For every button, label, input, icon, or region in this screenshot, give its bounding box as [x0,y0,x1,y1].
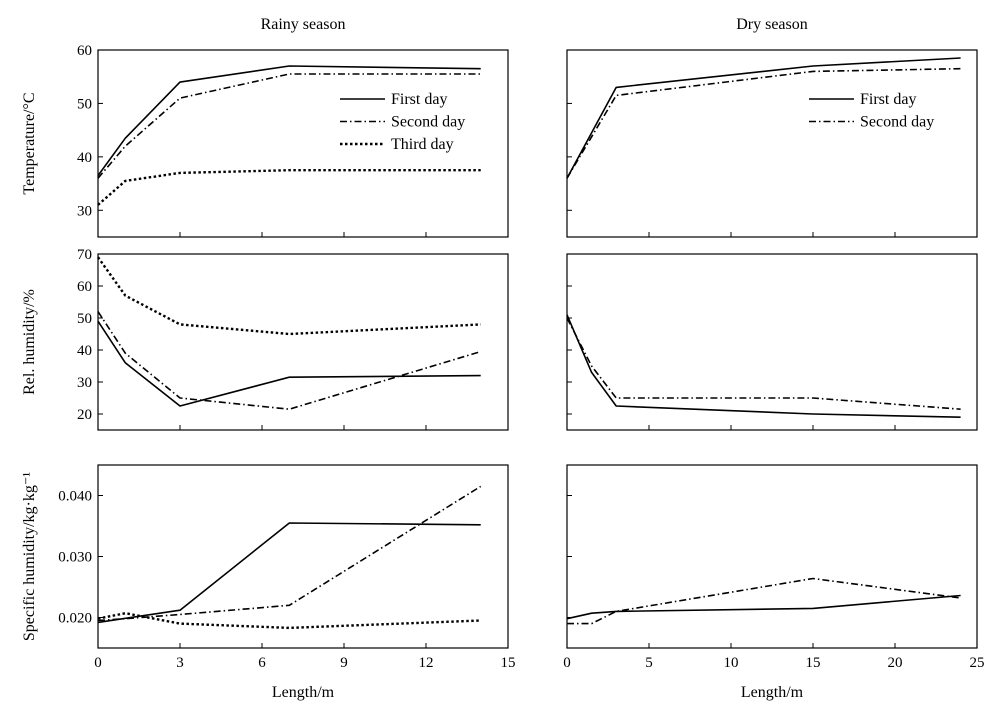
x-tick-label: 0 [94,655,102,671]
y-tick-label: 40 [77,343,92,359]
legend-label: Third day [391,136,454,153]
series-line-third-day [97,612,481,630]
panel-dry-rh [566,253,978,431]
y-tick-label: 40 [77,150,92,166]
y-tick-label: 60 [77,43,92,59]
x-tick-label: 25 [970,655,985,671]
x-tick-label: 15 [501,655,516,671]
series-line-first-day [566,314,961,418]
x-axis-label-rainy: Length/m [272,684,335,701]
y-tick-label: 60 [77,279,92,295]
y-tick-label: 30 [77,203,92,219]
plot-frame [97,49,509,238]
x-tick-label: 0 [563,655,571,671]
panel-rainy-rh: 20 30 40 50 60 70 [77,247,509,431]
series-line-second-day [567,577,961,625]
series-line-second-day [566,317,961,410]
plot-frame [97,253,509,431]
plot-frame [566,253,978,431]
x-axis-label-dry: Length/m [741,684,804,701]
series-line-first-day [97,65,481,177]
y-tick-label: 30 [77,375,92,391]
y-axis-label-temp: Temperature/°C [21,92,38,194]
legend: First day Second day Third day [340,91,465,153]
panel-dry-temp: First day Second day [566,49,978,238]
series-line-first-day [566,594,961,620]
y-tick-label: 50 [77,96,92,112]
series-line-second-day [97,311,481,411]
y-axis-label-rh: Rel. humidity/% [21,289,38,395]
legend-label: Second day [391,114,465,131]
series-line-third-day [97,256,481,336]
legend: First day Second day [809,91,934,131]
series-line-first-day [97,522,481,624]
y-tick-label: 0.020 [58,611,92,627]
legend-label: Second day [860,114,934,131]
series-line-second-day [97,73,481,179]
x-tick-label: 15 [806,655,821,671]
series-line-third-day [97,168,481,206]
x-tick-label: 10 [724,655,739,671]
plot-frame [97,464,509,649]
y-axis-label-sh: Specific humidity/kg·kg⁻¹ [21,472,38,641]
series-line-first-day [566,57,961,179]
x-tick-label: 6 [258,655,266,671]
column-title-dry: Dry season [736,16,808,33]
legend-label: First day [860,91,916,108]
y-tick-label: 50 [77,311,92,327]
y-tick-label: 20 [77,407,92,423]
legend-label: First day [391,91,447,108]
series-line-second-day [97,485,482,622]
panel-dry-sh: 0 5 10 15 20 25 [563,464,985,671]
y-tick-label: 0.030 [58,550,92,566]
panel-rainy-sh: 0.020 0.030 0.040 0 3 6 9 12 15 [58,464,516,671]
x-tick-label: 20 [888,655,903,671]
plot-frame [566,464,978,649]
x-tick-label: 9 [340,655,348,671]
column-title-rainy: Rainy season [261,16,346,33]
series-line-second-day [566,67,961,179]
plot-frame [566,49,978,238]
panel-rainy-temp: 30 40 50 60 First day Second day Third day [77,43,509,238]
x-tick-label: 12 [419,655,434,671]
y-tick-label: 70 [77,247,92,263]
x-tick-label: 5 [645,655,653,671]
x-tick-label: 3 [176,655,184,671]
series-line-first-day [97,320,481,407]
y-tick-label: 0.040 [58,489,92,505]
